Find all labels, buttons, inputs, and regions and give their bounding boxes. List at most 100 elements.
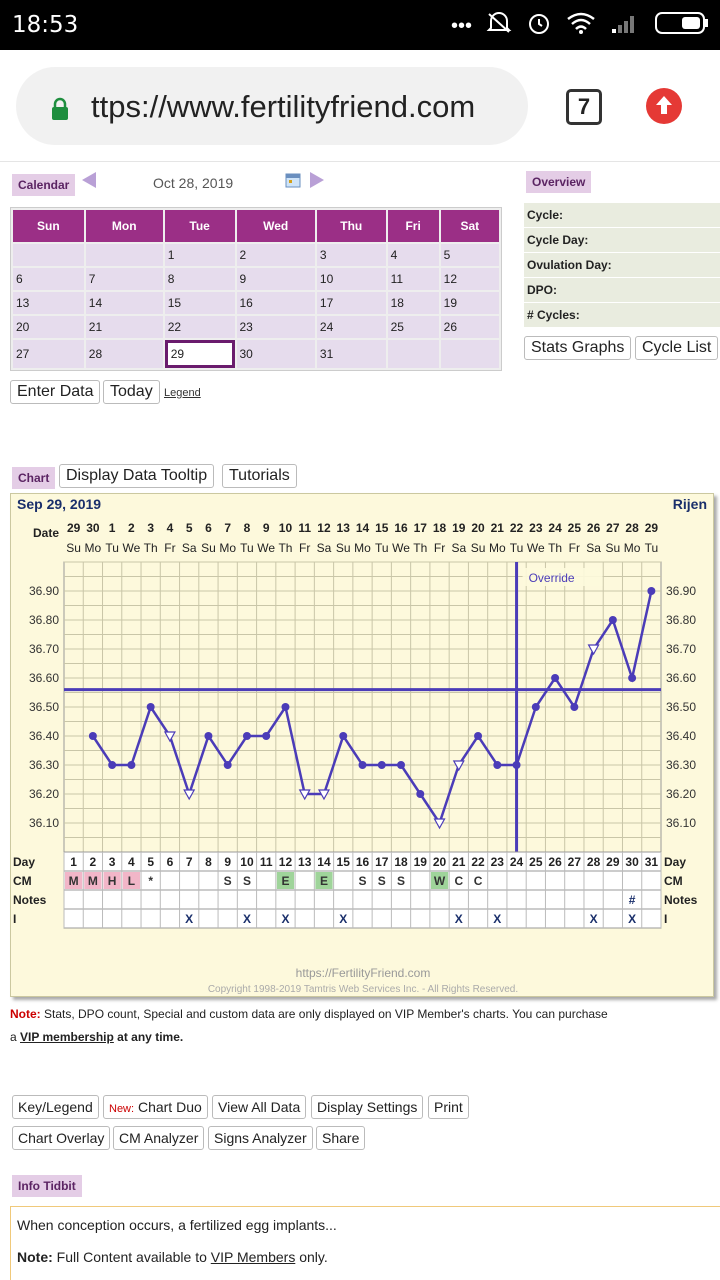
calendar-empty-cell — [387, 340, 439, 368]
calendar-day-cell[interactable]: 6 — [13, 268, 84, 290]
date-label: 9 — [263, 521, 270, 535]
display-settings-button[interactable]: Display Settings — [311, 1095, 424, 1119]
vip-membership-link[interactable]: VIP membership — [20, 1030, 114, 1044]
weekday-label: Fr — [569, 541, 580, 555]
row-label-left-i: I — [13, 912, 16, 926]
key-legend-button[interactable]: Key/Legend — [12, 1095, 99, 1119]
signs-analyzer-button[interactable]: Signs Analyzer — [208, 1126, 313, 1150]
calendar-empty-cell — [85, 244, 163, 266]
calendar-day-cell[interactable]: 16 — [236, 292, 315, 314]
overview-panel: Cycle: Cycle Day: Ovulation Day: DPO: # … — [524, 203, 720, 328]
date-label: 11 — [298, 521, 311, 535]
date-label: 7 — [224, 521, 231, 535]
calendar-day-cell[interactable]: 2 — [236, 244, 315, 266]
legend-link[interactable]: Legend — [164, 387, 201, 399]
calendar-week: 27 28 29 30 31 — [13, 340, 499, 368]
tutorials-button[interactable]: Tutorials — [222, 464, 297, 488]
override-label-bg — [522, 568, 603, 586]
cm-analyzer-button[interactable]: CM Analyzer — [113, 1126, 205, 1150]
calendar-day-cell[interactable]: 3 — [316, 244, 386, 266]
chart-overlay-button[interactable]: Chart Overlay — [12, 1126, 111, 1150]
calendar-day-cell[interactable]: 1 — [164, 244, 235, 266]
calendar-day-cell[interactable]: 19 — [440, 292, 499, 314]
calendar-day-cell[interactable]: 17 — [316, 292, 386, 314]
next-month-icon[interactable] — [308, 170, 326, 195]
cycle-day-label: 27 — [568, 855, 582, 869]
calendar-day-cell[interactable]: 27 — [13, 340, 84, 368]
calendar-day-cell[interactable]: 11 — [387, 268, 439, 290]
calendar-day-cell[interactable]: 5 — [440, 244, 499, 266]
calendar-day-cell[interactable]: 14 — [85, 292, 163, 314]
today-button[interactable]: Today — [103, 380, 160, 404]
calendar-day-cell[interactable]: 12 — [440, 268, 499, 290]
date-label: 1 — [109, 521, 116, 535]
cycle-day-label: 16 — [356, 855, 370, 869]
cm-value: E — [320, 874, 328, 888]
upload-icon[interactable] — [646, 88, 682, 124]
overview-tag: Overview — [526, 171, 592, 193]
status-icons: ••• — [451, 10, 710, 42]
date-label: 23 — [529, 521, 543, 535]
cycle-list-button[interactable]: Cycle List — [635, 336, 719, 360]
prev-month-icon[interactable] — [80, 170, 98, 195]
cycle-day-label: 4 — [128, 855, 135, 869]
stats-graphs-button[interactable]: Stats Graphs — [524, 336, 632, 360]
weekday-label: Mo — [624, 541, 641, 555]
calendar-day-cell[interactable]: 8 — [164, 268, 235, 290]
print-button[interactable]: Print — [428, 1095, 469, 1119]
calendar-day-cell[interactable]: 25 — [387, 316, 439, 338]
calendar-day-cell[interactable]: 10 — [316, 268, 386, 290]
calendar-day-header: Thu — [316, 210, 386, 242]
row-label-right-notes: Notes — [664, 893, 698, 907]
calendar-day-cell[interactable]: 22 — [164, 316, 235, 338]
calendar-day-cell[interactable]: 29 — [164, 340, 235, 368]
date-label: 2 — [128, 521, 135, 535]
address-bar[interactable]: ttps://www.fertilityfriend.com — [16, 67, 528, 145]
calendar-week: 13 14 15 16 17 18 19 — [13, 292, 499, 314]
chart-copyright: Copyright 1998-2019 Tamtris Web Services… — [208, 984, 518, 995]
calendar-day-cell[interactable]: 26 — [440, 316, 499, 338]
calendar-day-cell[interactable]: 28 — [85, 340, 163, 368]
view-all-data-button[interactable]: View All Data — [212, 1095, 307, 1119]
calendar-day-cell[interactable]: 21 — [85, 316, 163, 338]
calendar-day-cell[interactable]: 20 — [13, 316, 84, 338]
cycle-day-label: 11 — [260, 855, 273, 869]
y-tick-right: 36.20 — [666, 787, 696, 801]
cm-cell-bg — [84, 872, 102, 889]
display-tooltip-button[interactable]: Display Data Tooltip — [59, 464, 215, 488]
temp-point-open — [317, 789, 331, 801]
calendar-day-cell[interactable]: 9 — [236, 268, 315, 290]
overview-row: Cycle: — [524, 203, 720, 227]
cycle-day-label: 26 — [548, 855, 562, 869]
weekday-label: Sa — [586, 541, 601, 555]
url-text[interactable]: ttps://www.fertilityfriend.com — [91, 89, 476, 124]
calendar-icon[interactable] — [285, 172, 301, 193]
intercourse-marker: X — [281, 912, 289, 926]
chart-duo-button[interactable]: New: Chart Duo — [103, 1095, 208, 1119]
intercourse-marker: X — [243, 912, 251, 926]
date-label: 14 — [356, 521, 370, 535]
y-tick-left: 36.70 — [29, 642, 59, 656]
calendar-day-cell[interactable]: 7 — [85, 268, 163, 290]
calendar-day-cell[interactable]: 23 — [236, 316, 315, 338]
share-button[interactable]: Share — [316, 1126, 366, 1150]
calendar-day-cell[interactable]: 13 — [13, 292, 84, 314]
calendar-day-cell[interactable]: 15 — [164, 292, 235, 314]
calendar-day-cell[interactable]: 4 — [387, 244, 439, 266]
tab-switcher-button[interactable]: 7 — [566, 89, 602, 125]
calendar-day-cell[interactable]: 30 — [236, 340, 315, 368]
intercourse-marker: X — [628, 912, 636, 926]
cm-cell-bg — [276, 872, 295, 889]
vip-members-link[interactable]: VIP Members — [210, 1249, 296, 1265]
calendar-day-cell[interactable]: 18 — [387, 292, 439, 314]
calendar-date: Oct 28, 2019 — [153, 175, 234, 191]
cm-value: S — [224, 874, 232, 888]
date-label: 10 — [279, 521, 293, 535]
calendar-day-cell[interactable]: 24 — [316, 316, 386, 338]
calendar-day-cell[interactable]: 31 — [316, 340, 386, 368]
vip-note-a: a — [10, 1030, 21, 1044]
weekday-label: We — [123, 541, 141, 555]
vip-note-text: Stats, DPO count, Special and custom dat… — [40, 1007, 608, 1021]
fertility-chart: Sep 29, 2019 Rijen Date 29 Su 30 Mo 1 Tu 2 We 3 Th 4 F… — [10, 493, 714, 997]
enter-data-button[interactable]: Enter Data — [10, 380, 101, 404]
